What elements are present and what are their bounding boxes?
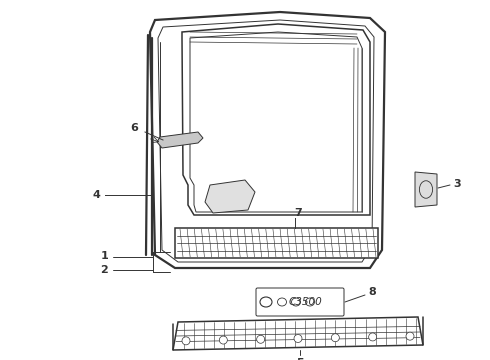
Text: 3: 3	[453, 179, 461, 189]
Polygon shape	[175, 228, 378, 258]
Polygon shape	[182, 24, 370, 215]
Text: 1: 1	[100, 251, 108, 261]
Circle shape	[331, 334, 340, 342]
FancyBboxPatch shape	[256, 288, 344, 316]
Text: 5: 5	[296, 358, 304, 360]
Polygon shape	[415, 172, 437, 207]
Polygon shape	[150, 12, 385, 268]
Text: 2: 2	[100, 265, 108, 275]
Text: 8: 8	[368, 287, 376, 297]
Polygon shape	[157, 132, 203, 148]
Text: 7: 7	[294, 208, 302, 218]
Text: C3500: C3500	[288, 297, 322, 307]
Polygon shape	[173, 317, 423, 350]
Polygon shape	[205, 180, 255, 213]
Text: 6: 6	[130, 123, 138, 133]
Circle shape	[257, 335, 265, 343]
Circle shape	[220, 336, 227, 344]
Circle shape	[368, 333, 377, 341]
Circle shape	[406, 332, 414, 340]
Circle shape	[294, 334, 302, 342]
Circle shape	[182, 337, 190, 345]
Text: 4: 4	[92, 190, 100, 200]
